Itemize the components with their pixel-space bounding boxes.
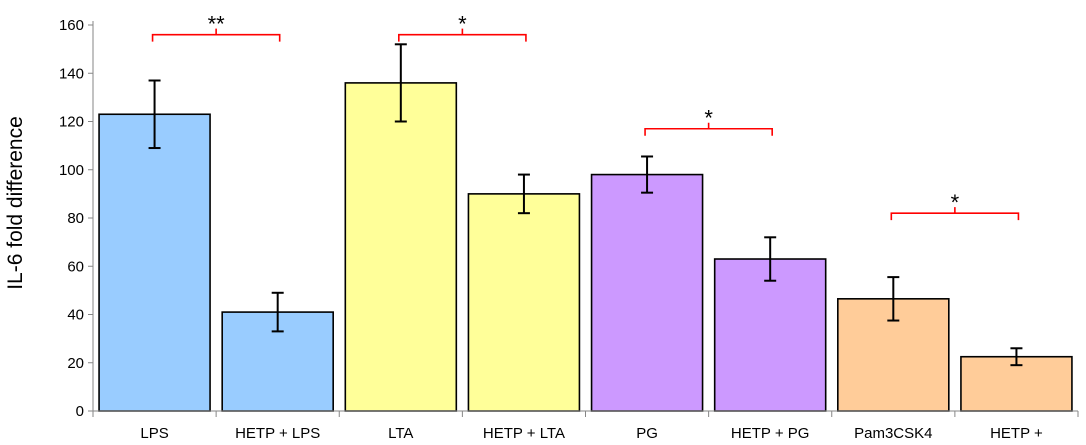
significance-label: ** — [208, 12, 226, 37]
y-tick-label: 40 — [67, 307, 84, 324]
significance-bracket — [644, 122, 773, 136]
y-tick-label: 80 — [67, 210, 84, 227]
category-label: HETP + LTA — [483, 425, 565, 442]
bar — [713, 258, 827, 412]
bars — [98, 82, 1073, 412]
significance-label: * — [458, 12, 467, 37]
y-axis-label: IL-6 fold difference — [4, 116, 27, 290]
category-label: LPS — [140, 425, 168, 442]
significance-bracket — [151, 28, 281, 42]
category-label: HETP +Pam3CSK4 — [977, 425, 1055, 445]
category-labels: LPS HETP + LPS LTA HETP + LTA PG HETP + PG Pam… — [140, 425, 1055, 445]
bar — [467, 193, 581, 412]
axes — [92, 21, 1079, 417]
significance-label: * — [951, 190, 960, 215]
y-axis-ticks: 0 20 40 60 80 100 120 140 160 — [59, 17, 93, 420]
significance-label: * — [704, 106, 713, 131]
bar — [98, 113, 211, 412]
category-label: HETP + LPS — [235, 425, 320, 442]
y-tick-label: 0 — [76, 403, 84, 420]
bar — [590, 173, 704, 412]
y-tick-label: 100 — [59, 162, 84, 179]
significance-brackets: ** *** — [151, 12, 1020, 221]
category-label: PG — [636, 425, 658, 442]
y-tick-label: 120 — [59, 114, 84, 131]
y-tick-label: 60 — [67, 258, 84, 275]
significance-bracket — [398, 28, 527, 42]
category-label: LTA — [388, 425, 413, 442]
significance-bracket — [890, 207, 1020, 221]
error-bars — [148, 43, 1023, 367]
y-tick-label: 140 — [59, 65, 84, 82]
y-tick-label: 20 — [67, 355, 84, 372]
category-label: Pam3CSK4 — [854, 425, 932, 442]
bar — [344, 82, 458, 412]
y-tick-label: 160 — [59, 17, 84, 34]
category-label: HETP + PG — [731, 425, 810, 442]
